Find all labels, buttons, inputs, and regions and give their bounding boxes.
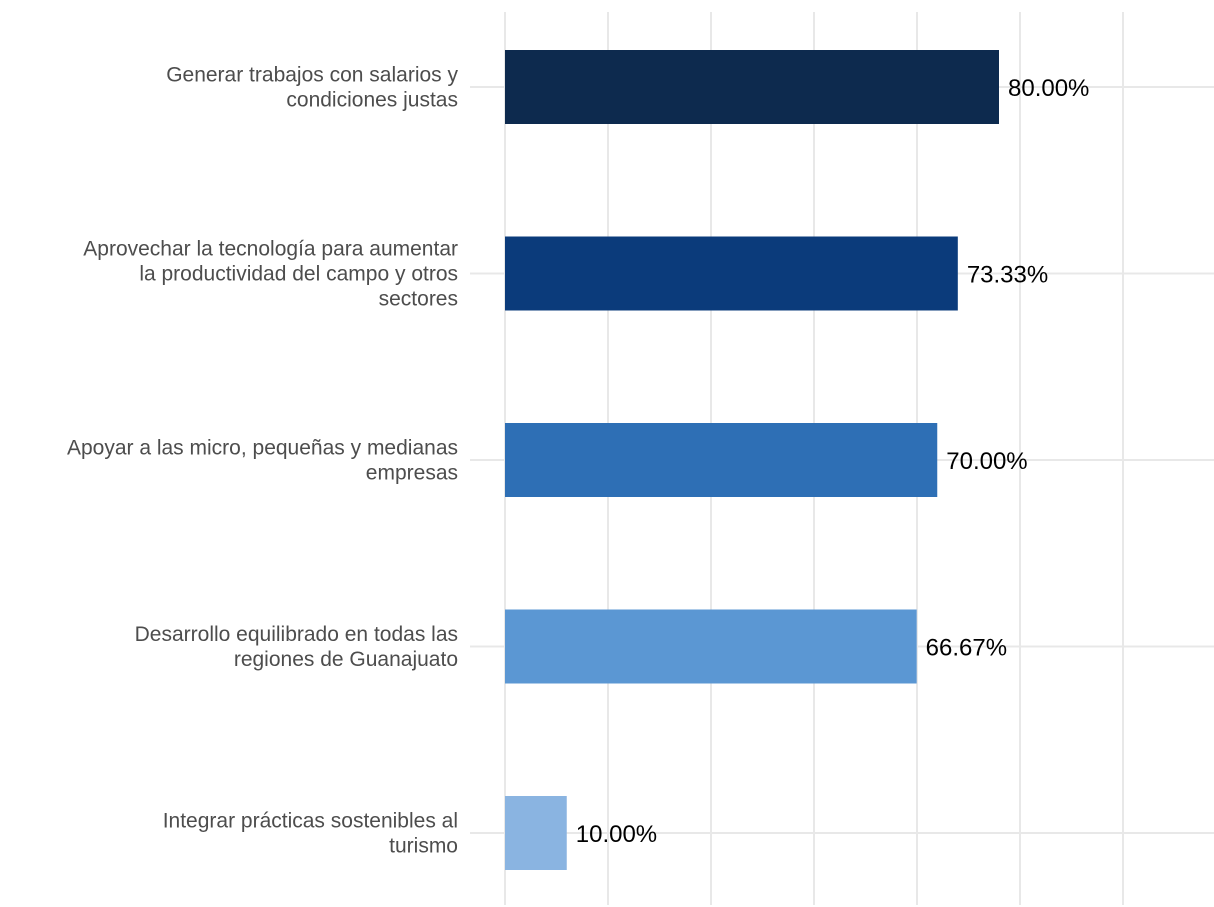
bar	[505, 423, 938, 497]
category-label-line: Apoyar a las micro, pequeñas y medianas	[67, 437, 458, 460]
bar	[505, 50, 999, 124]
category-label: Integrar prácticas sostenibles al turismo	[163, 810, 458, 858]
bar	[505, 796, 567, 870]
value-labels: 80.00% 73.33% 70.00% 66.67% 10.00%	[576, 75, 1090, 848]
category-label: Aprovechar la tecnología para aumentar la…	[83, 238, 458, 311]
category-labels: Generar trabajos con salarios y condicion…	[67, 64, 459, 858]
category-label: Desarrollo equilibrado en todas las regio…	[135, 623, 458, 671]
value-label: 70.00%	[946, 448, 1027, 475]
category-label-line: turismo	[389, 835, 458, 858]
category-label: Generar trabajos con salarios y condicion…	[166, 64, 458, 112]
value-label: 73.33%	[967, 262, 1048, 289]
category-label: Apoyar a las micro, pequeñas y medianas e…	[67, 437, 458, 485]
category-label-line: Desarrollo equilibrado en todas las	[135, 623, 458, 646]
category-label-line: Aprovechar la tecnología para aumentar	[83, 238, 458, 261]
value-label: 10.00%	[576, 821, 657, 848]
category-label-line: empresas	[366, 462, 458, 485]
category-label-line: sectores	[379, 288, 458, 311]
bar	[505, 609, 917, 684]
value-label: 80.00%	[1008, 75, 1089, 102]
category-label-line: regiones de Guanajuato	[234, 648, 458, 671]
bars	[505, 50, 999, 870]
category-label-line: la productividad del campo y otros	[139, 263, 458, 286]
category-label-line: condiciones justas	[286, 89, 458, 112]
value-label: 66.67%	[926, 635, 1007, 662]
bar	[505, 236, 958, 311]
category-label-line: Integrar prácticas sostenibles al	[163, 810, 458, 833]
category-label-line: Generar trabajos con salarios y	[166, 64, 458, 87]
